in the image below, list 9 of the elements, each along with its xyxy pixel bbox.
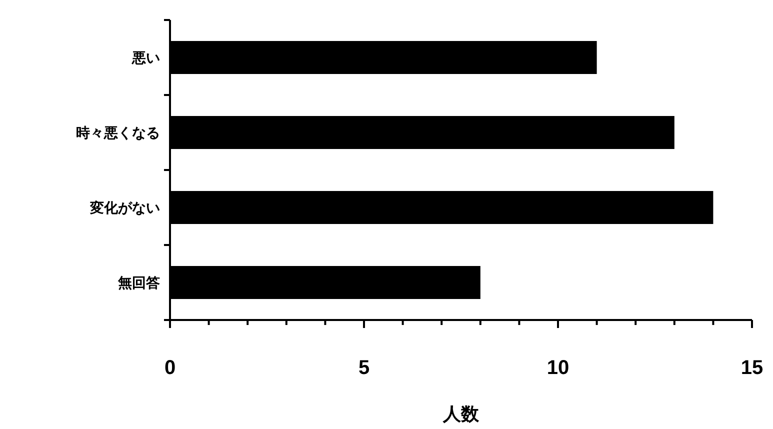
x-tick-label: 15 xyxy=(740,357,764,379)
x-tick-label: 5 xyxy=(358,357,370,379)
y-tick-label: 悪い xyxy=(131,50,160,66)
x-tick-label: 0 xyxy=(164,357,176,379)
x-axis-title: 人数 xyxy=(442,404,480,424)
y-tick-label: 無回答 xyxy=(117,274,160,290)
x-tick-label: 10 xyxy=(546,357,570,379)
y-tick-label: 変化がない xyxy=(89,200,160,216)
y-tick-label: 時々悪くなる xyxy=(76,124,160,140)
